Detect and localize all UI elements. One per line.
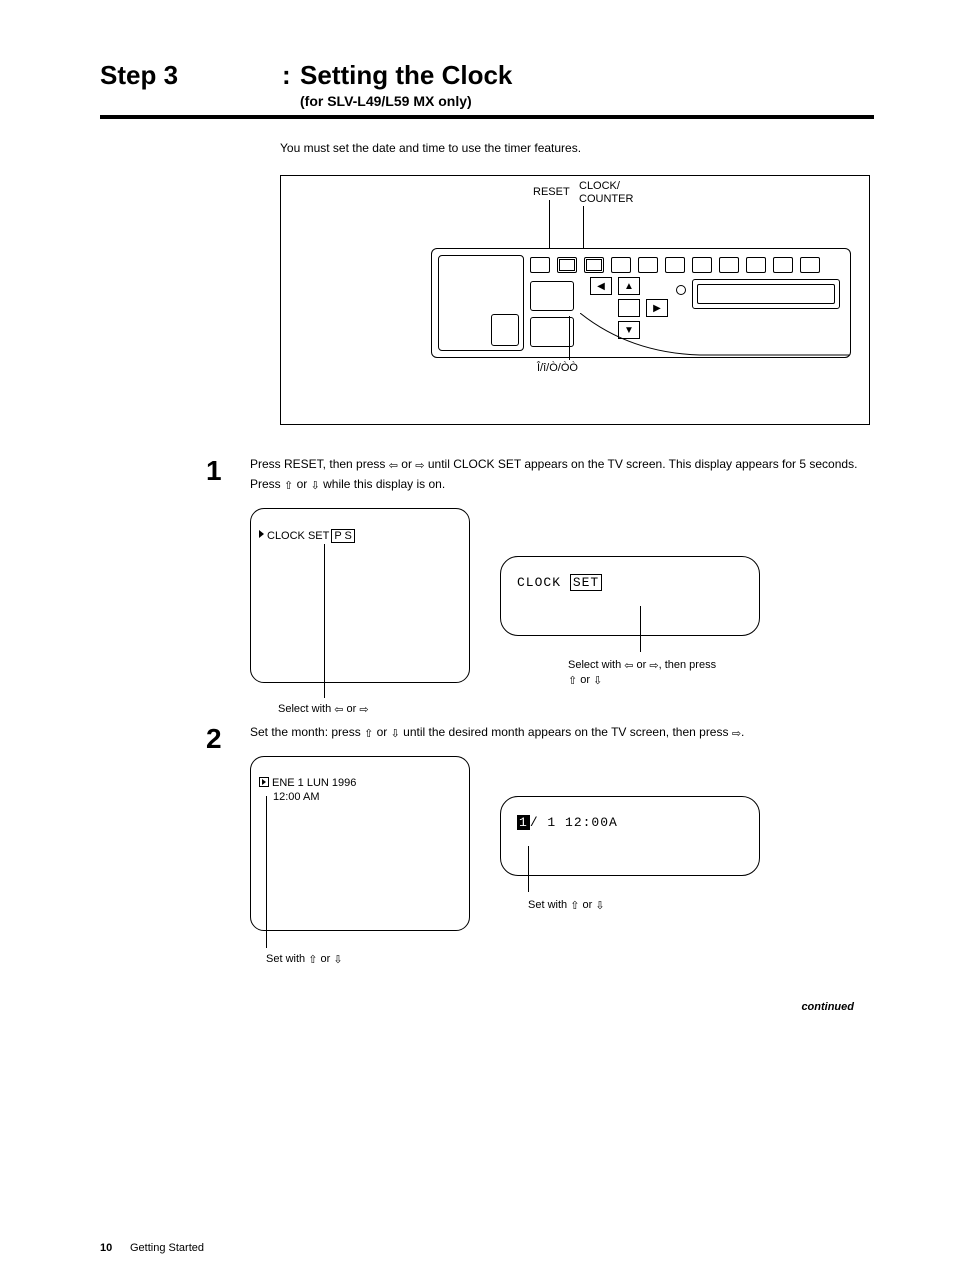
intro-text: You must set the date and time to use th… bbox=[280, 139, 874, 157]
step-2-monitor-callout: Set with ⇧ or ⇩ bbox=[266, 952, 343, 967]
step-2-display: 1/ 1 12:00A bbox=[500, 796, 760, 876]
callout-reset: RESET bbox=[533, 186, 570, 199]
divider bbox=[100, 115, 874, 119]
page-number: 10 bbox=[100, 1242, 112, 1254]
page-title: Setting the Clock bbox=[300, 60, 512, 90]
step-2-lcd: 1/ 1 12:00A bbox=[517, 815, 743, 830]
step-1-lcd: CLOCK SET bbox=[517, 575, 743, 590]
step-1-display-callout: Select with ⇦ or ⇨, then press ⇧ or ⇩ bbox=[568, 658, 760, 689]
monitor-date-line: ENE 1 LUN 1996 bbox=[259, 777, 461, 789]
up-arrow-btn: ▲ bbox=[618, 277, 640, 295]
tape-slot bbox=[692, 279, 840, 309]
callout-arrows: Î/î/Ò/ÒÒ bbox=[537, 362, 578, 375]
power-area bbox=[438, 255, 524, 351]
button-row bbox=[530, 257, 820, 273]
small-circle bbox=[676, 285, 686, 295]
step-1-monitor-callout: Select with ⇦ or ⇨ bbox=[278, 702, 369, 717]
step-label: Step 3 bbox=[100, 60, 178, 90]
step-1-display: CLOCK SET bbox=[500, 556, 760, 636]
power-button bbox=[491, 314, 519, 346]
colon: : bbox=[282, 60, 291, 90]
step-2-num: 2 bbox=[206, 723, 230, 755]
step-1-text: Press RESET, then press ⇦ or ⇨ until CLO… bbox=[250, 455, 874, 494]
big-button-1 bbox=[530, 281, 574, 311]
big-button-2 bbox=[530, 317, 574, 347]
step-1-monitor: CLOCK SETP S bbox=[250, 508, 470, 683]
step-1-num: 1 bbox=[206, 455, 230, 487]
section-label: Getting Started bbox=[130, 1242, 204, 1254]
page-subtitle: (for SLV-L49/L59 MX only) bbox=[300, 93, 512, 109]
device-panel: ▲ ◀ ▶ ▼ bbox=[431, 248, 851, 358]
step-2-text: Set the month: press ⇧ or ⇩ until the de… bbox=[250, 723, 874, 743]
step-2-display-callout: Set with ⇧ or ⇩ bbox=[528, 898, 760, 913]
callout-clock: CLOCK/ COUNTER bbox=[579, 180, 633, 206]
monitor-time-line: 12:00 AM bbox=[273, 791, 461, 803]
continued-label: continued bbox=[280, 1001, 854, 1013]
step-1: 1 Press RESET, then press ⇦ or ⇨ until C… bbox=[280, 455, 874, 689]
step-2-monitor: ENE 1 LUN 1996 12:00 AM bbox=[250, 756, 470, 931]
device-diagram: RESET CLOCK/ COUNTER bbox=[280, 175, 870, 425]
left-arrow-btn: ◀ bbox=[590, 277, 612, 295]
monitor-clock-set: CLOCK SETP S bbox=[259, 529, 461, 543]
step-2: 2 Set the month: press ⇧ or ⇩ until the … bbox=[280, 723, 874, 932]
